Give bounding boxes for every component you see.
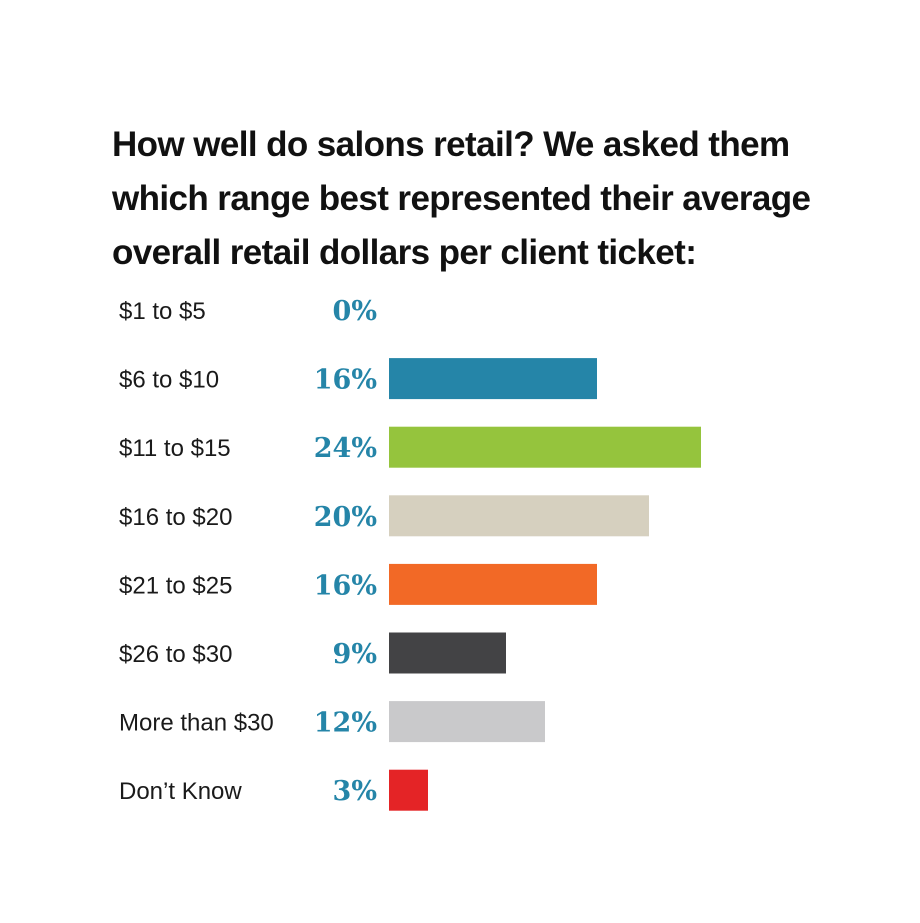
category-label: Don’t Know [119,778,242,805]
bar [389,563,597,605]
category-label: More than $30 [119,710,274,737]
value-label: 16% [314,365,377,396]
category-label: $11 to $15 [119,435,231,462]
value-label: 9% [333,639,377,670]
bar [389,426,701,468]
category-label: $26 to $30 [119,641,232,668]
category-label: $1 to $5 [119,298,206,325]
bar [389,358,597,400]
value-label: 20% [314,502,377,533]
value-label: 16% [314,570,377,601]
bar [389,632,506,674]
value-label: 12% [314,708,377,739]
chart-rows: $1 to $5 0% $6 to $10 16% $11 to $15 24% $16 t… [119,296,701,811]
chart-title: How well do salons retail? We asked them… [112,125,811,272]
bar [389,495,649,537]
category-label: $6 to $10 [119,367,219,394]
value-label: 3% [333,776,377,807]
value-label: 24% [314,433,377,464]
value-label: 0% [333,296,377,327]
bar [389,701,545,743]
category-label: $16 to $20 [119,504,232,531]
category-label: $21 to $25 [119,572,232,599]
bar [389,769,428,811]
